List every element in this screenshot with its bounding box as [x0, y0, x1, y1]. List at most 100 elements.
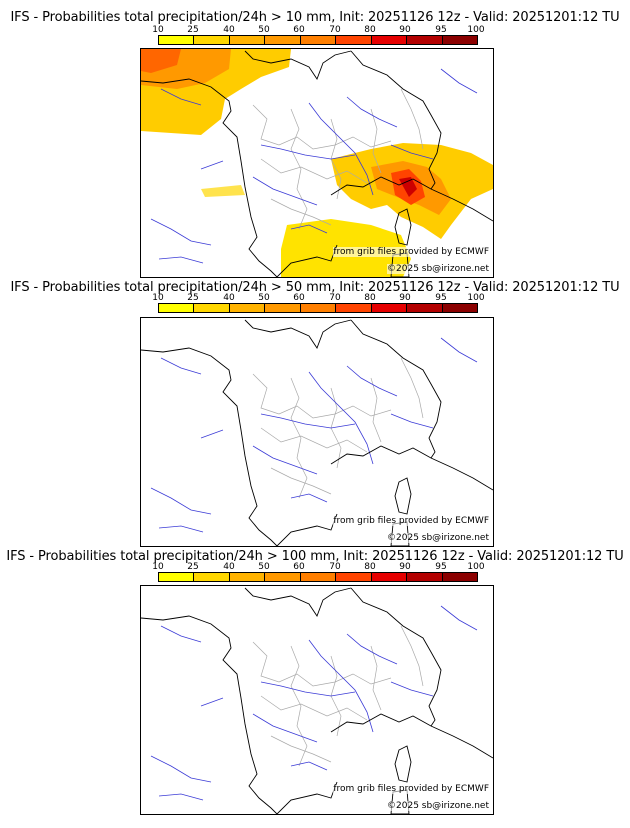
colorbar-segment: [443, 36, 477, 44]
rivers: [151, 338, 477, 532]
colorbar-tick-40: 40: [223, 293, 234, 303]
colorbar-segment: [407, 573, 442, 581]
admin-boundary: [261, 428, 367, 452]
river: [441, 338, 477, 362]
colorbar-tick-95: 95: [435, 25, 446, 35]
colorbar-tick-25: 25: [187, 25, 198, 35]
admin-boundaries: [253, 626, 423, 766]
corsica-outline: [395, 478, 411, 514]
colorbar-tick-95: 95: [435, 293, 446, 303]
colorbar-segment: [194, 304, 229, 312]
copyright-credit: ©2025 sb@irizone.net: [387, 264, 489, 274]
river: [391, 682, 433, 696]
river: [161, 358, 201, 374]
source-credit: from grib files provided by ECMWF: [333, 784, 489, 794]
admin-boundary: [271, 468, 331, 494]
colorbar-segment: [372, 573, 407, 581]
source-credit: from grib files provided by ECMWF: [333, 247, 489, 257]
admin-boundary: [371, 378, 381, 442]
colorbar: [158, 303, 478, 313]
map-frame: from grib files provided by ECMWF ©2025 …: [140, 585, 494, 815]
colorbar-segment: [407, 36, 442, 44]
colorbar-tick-40: 40: [223, 25, 234, 35]
river: [253, 714, 317, 742]
colorbar-tick-90: 90: [399, 25, 410, 35]
colorbar-tick-95: 95: [435, 562, 446, 572]
river: [441, 69, 477, 93]
colorbar-tick-70: 70: [329, 293, 340, 303]
admin-boundary: [261, 696, 367, 720]
panel-title: IFS - Probabilities total precipitation/…: [0, 10, 630, 25]
colorbar-tick-50: 50: [258, 562, 269, 572]
colorbar-tick-labels: 10 25 40 50 60 70 80 90 95 100: [140, 293, 512, 303]
colorbar-tick-80: 80: [364, 293, 375, 303]
colorbar-tick-10: 10: [152, 25, 163, 35]
colorbar-segment: [159, 304, 194, 312]
colorbar-tick-80: 80: [364, 562, 375, 572]
colorbar-segment: [301, 36, 336, 44]
colorbar-tick-40: 40: [223, 562, 234, 572]
river: [261, 682, 355, 696]
colorbar-segment: [301, 573, 336, 581]
admin-boundaries: [253, 358, 423, 498]
admin-boundary: [271, 199, 331, 225]
river: [441, 606, 477, 630]
colorbar-tick-100: 100: [467, 293, 484, 303]
admin-boundary: [253, 374, 391, 418]
source-credit: from grib files provided by ECMWF: [333, 516, 489, 526]
river: [261, 414, 355, 428]
colorbar-segment: [194, 36, 229, 44]
colorbar-segment: [407, 304, 442, 312]
colorbar-tick-70: 70: [329, 25, 340, 35]
colorbar-segment: [230, 573, 265, 581]
admin-boundary: [253, 105, 391, 149]
colorbar-segment: [443, 573, 477, 581]
colorbar-tick-100: 100: [467, 25, 484, 35]
colorbar-segment: [265, 573, 300, 581]
river: [159, 526, 203, 532]
precip-area: [201, 185, 245, 197]
colorbar-segment: [443, 304, 477, 312]
river: [253, 177, 317, 205]
river: [151, 219, 211, 245]
rivers: [151, 606, 477, 800]
river: [159, 794, 203, 800]
river: [201, 161, 223, 169]
colorbar-segment: [372, 36, 407, 44]
colorbar-tick-50: 50: [258, 293, 269, 303]
coastline: [141, 588, 493, 814]
copyright-credit: ©2025 sb@irizone.net: [387, 533, 489, 543]
river: [151, 756, 211, 782]
colorbar-segment: [230, 36, 265, 44]
colorbar-tick-25: 25: [187, 562, 198, 572]
precip-probability-field: [141, 49, 493, 277]
river: [159, 257, 203, 263]
colorbar-segment: [372, 304, 407, 312]
colorbar: [158, 572, 478, 582]
river: [151, 488, 211, 514]
river: [161, 626, 201, 642]
colorbar-tick-80: 80: [364, 25, 375, 35]
colorbar-segment: [194, 573, 229, 581]
river: [291, 494, 327, 502]
colorbar-tick-10: 10: [152, 293, 163, 303]
colorbar-tick-60: 60: [293, 25, 304, 35]
colorbar-segment: [230, 304, 265, 312]
map-frame: from grib files provided by ECMWF ©2025 …: [140, 48, 494, 278]
colorbar-segment: [265, 36, 300, 44]
river: [201, 698, 223, 706]
colorbar-tick-90: 90: [399, 562, 410, 572]
copyright-credit: ©2025 sb@irizone.net: [387, 801, 489, 811]
admin-boundary: [371, 646, 381, 710]
colorbar-tick-60: 60: [293, 293, 304, 303]
river: [253, 446, 317, 474]
colorbar-segment: [336, 36, 371, 44]
colorbar-segment: [301, 304, 336, 312]
admin-boundary: [271, 736, 331, 762]
river: [391, 414, 433, 428]
map-frame: from grib files provided by ECMWF ©2025 …: [140, 317, 494, 547]
colorbar-segment: [336, 304, 371, 312]
colorbar-segment: [265, 304, 300, 312]
admin-boundary: [401, 626, 423, 686]
france-basemap: [141, 318, 493, 546]
